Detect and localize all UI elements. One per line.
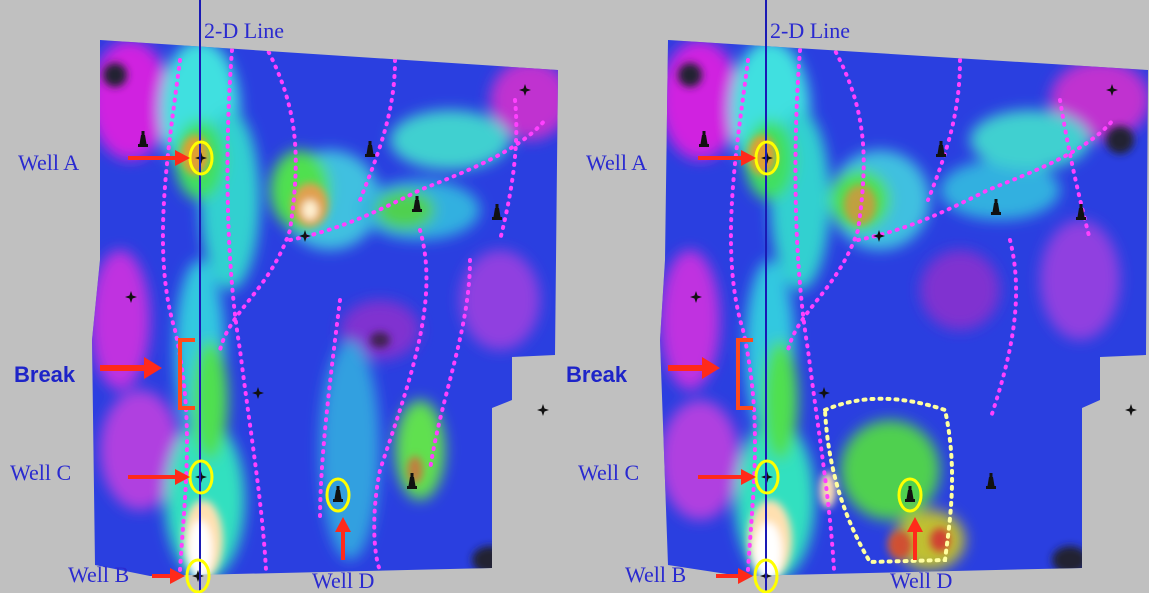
well-star-icon (537, 404, 549, 416)
left-well-a-label: Well A (18, 150, 79, 175)
bracket-icon (178, 338, 195, 410)
red-arrow-icon (335, 517, 351, 560)
right-well-c-label: Well C (578, 460, 639, 485)
right-fault-lines (728, 43, 1115, 572)
bracket-icon (736, 338, 753, 410)
red-arrow-icon (100, 357, 162, 379)
red-arrow-icon (128, 150, 190, 166)
red-arrow-icon (152, 568, 185, 584)
right-seismic-map (660, 40, 1148, 576)
right-panel: 2-D Line Well A Well C Well B Well D Bre… (566, 0, 1148, 593)
right-2d-line-label: 2-D Line (770, 18, 850, 43)
right-well-b-label: Well B (625, 562, 686, 587)
well-star-icon (1125, 404, 1137, 416)
left-seismic-map (92, 40, 558, 576)
right-well-a-label: Well A (586, 150, 647, 175)
red-arrow-icon (668, 357, 720, 379)
right-outline-region (822, 396, 955, 565)
left-fault-lines (160, 43, 547, 572)
left-well-b-label: Well B (68, 562, 129, 587)
red-arrow-icon (698, 469, 756, 485)
left-break-label: Break (14, 362, 76, 387)
red-arrow-icon (716, 568, 753, 584)
left-well-d-label: Well D (312, 568, 374, 593)
right-well-d-label: Well D (890, 568, 952, 593)
left-arrows (100, 150, 351, 584)
right-break-label: Break (566, 362, 628, 387)
left-well-c-label: Well C (10, 460, 71, 485)
red-arrow-icon (698, 150, 756, 166)
left-panel: 2-D Line Well A Well C Well B Well D Bre… (10, 0, 558, 593)
red-arrow-icon (907, 517, 923, 560)
left-2d-line-label: 2-D Line (204, 18, 284, 43)
red-arrow-icon (128, 469, 190, 485)
right-arrows (668, 150, 923, 584)
